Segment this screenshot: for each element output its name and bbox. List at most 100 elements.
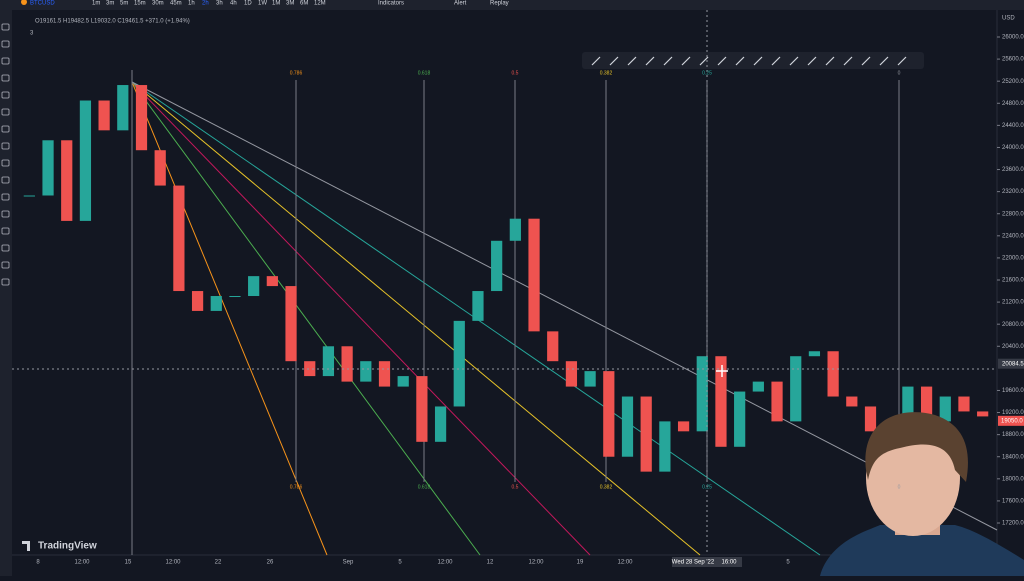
- timeframe[interactable]: 3m: [106, 1, 114, 7]
- y-tick-label: 21600.0: [1002, 278, 1024, 284]
- x-tick-label: 5: [786, 560, 790, 566]
- candle: [173, 185, 185, 292]
- fib-label-bottom: 0.5: [512, 484, 519, 490]
- tool-icon[interactable]: [1, 74, 10, 82]
- fib-label-top: 0.25: [702, 70, 712, 76]
- timeframe[interactable]: 1m: [92, 1, 100, 7]
- timeframe[interactable]: 12M: [314, 1, 326, 7]
- draw-tool[interactable]: [807, 56, 817, 66]
- fib-label-bottom: 0.786: [290, 484, 303, 490]
- tool-icon[interactable]: [1, 23, 10, 31]
- candle: [472, 291, 484, 321]
- draw-tool[interactable]: [825, 56, 835, 66]
- timeframe[interactable]: 45m: [170, 1, 182, 7]
- x-tick-label: 26: [267, 560, 274, 566]
- draw-tool[interactable]: [843, 56, 853, 66]
- tool-icon[interactable]: [1, 244, 10, 252]
- draw-tool[interactable]: [645, 56, 655, 66]
- draw-tool[interactable]: [861, 56, 871, 66]
- draw-tool[interactable]: [771, 56, 781, 66]
- y-tick-label: 18000.0: [1002, 476, 1024, 482]
- tool-icon[interactable]: [1, 210, 10, 218]
- candle: [771, 381, 783, 422]
- tool-icon[interactable]: [1, 40, 10, 48]
- tool-icon[interactable]: [1, 193, 10, 201]
- alert[interactable]: Alert: [454, 1, 467, 7]
- candle: [958, 396, 970, 412]
- timeframe[interactable]: 5m: [120, 1, 128, 7]
- candle: [977, 411, 989, 417]
- timeframe[interactable]: 1h: [188, 1, 195, 7]
- timeframe[interactable]: 3M: [286, 1, 294, 7]
- y-tick-label: 19600.0: [1002, 388, 1024, 394]
- draw-tool[interactable]: [897, 56, 907, 66]
- candle: [528, 218, 540, 332]
- timeframe[interactable]: 1D: [244, 1, 252, 7]
- tool-icon[interactable]: [1, 142, 10, 150]
- timeframe[interactable]: 1M: [272, 1, 280, 7]
- tool-icon[interactable]: [1, 278, 10, 286]
- candle: [61, 140, 73, 221]
- timeframe[interactable]: 2h: [202, 1, 209, 7]
- x-tick-label: 15: [125, 560, 132, 566]
- currency: USD: [1002, 16, 1015, 22]
- candle: [902, 386, 914, 422]
- tool-icon[interactable]: [1, 176, 10, 184]
- draw-tool[interactable]: [717, 56, 727, 66]
- candle: [23, 195, 35, 197]
- candle: [378, 361, 391, 387]
- tool-icon[interactable]: [1, 57, 10, 65]
- tool-icon[interactable]: [1, 91, 10, 99]
- draw-tool[interactable]: [699, 56, 709, 66]
- tool-icon[interactable]: [1, 108, 10, 116]
- candle: [603, 371, 615, 457]
- candle: [640, 396, 652, 472]
- cursor: [716, 365, 728, 377]
- y-tick-label: 23200.0: [1002, 189, 1024, 195]
- candle: [715, 356, 727, 447]
- tool-icon[interactable]: [1, 125, 10, 133]
- y-tick-label: 18400.0: [1002, 454, 1024, 460]
- draw-tool[interactable]: [681, 56, 691, 66]
- y-tick-label: 24400.0: [1002, 123, 1024, 129]
- draw-tool[interactable]: [789, 56, 799, 66]
- timeframe[interactable]: 4h: [230, 1, 237, 7]
- timeframe[interactable]: 1W: [258, 1, 267, 7]
- indicators[interactable]: Indicators: [378, 1, 404, 7]
- top-items: BTCUSD 1m 3m 5m 15m 30m 45m 1h 2h 3h 4h 1D 1W 1M 3M 6M 1…: [21, 0, 509, 7]
- candle: [864, 406, 877, 432]
- draw-tool[interactable]: [627, 56, 637, 66]
- y-tick-label: 20800.0: [1002, 322, 1024, 328]
- replay[interactable]: Replay: [490, 1, 509, 7]
- candle: [248, 276, 260, 297]
- draw-tool[interactable]: [591, 56, 601, 66]
- timeframe[interactable]: 30m: [152, 1, 164, 7]
- draw-tool[interactable]: [609, 56, 619, 66]
- tool-icon[interactable]: [1, 159, 10, 167]
- x-tick-label: Sep: [343, 560, 354, 566]
- draw-tool[interactable]: [735, 56, 745, 66]
- candle: [322, 346, 335, 377]
- candle: [266, 276, 278, 287]
- candle: [920, 386, 933, 422]
- timeframe[interactable]: 15m: [134, 1, 146, 7]
- hair: [865, 412, 968, 482]
- draw-tool[interactable]: [663, 56, 673, 66]
- x-tick-label: 16:00: [721, 560, 737, 566]
- candle: [416, 376, 428, 442]
- draw-tool[interactable]: [879, 56, 889, 66]
- fib-fan: [131, 70, 998, 556]
- candle: [453, 320, 465, 407]
- draw-tool[interactable]: [753, 56, 763, 66]
- timeframe[interactable]: 6M: [300, 1, 308, 7]
- candle: [752, 381, 764, 392]
- tool-icon[interactable]: [1, 227, 10, 235]
- y-tick-label: 21200.0: [1002, 300, 1024, 306]
- y-tick-label: 20400.0: [1002, 344, 1024, 350]
- x-tick-label: 12:00: [74, 560, 90, 566]
- last-price-box: [998, 415, 1024, 426]
- tool-icon[interactable]: [1, 261, 10, 269]
- timeframe[interactable]: 3h: [216, 1, 223, 7]
